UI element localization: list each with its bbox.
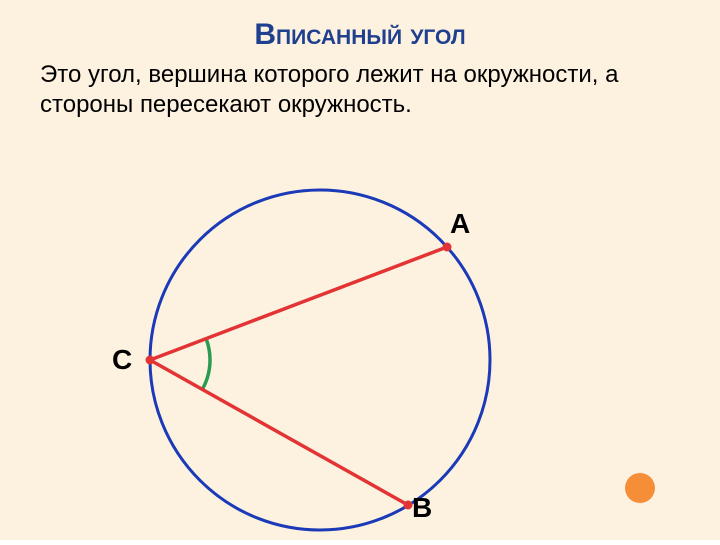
label-c: С (112, 344, 132, 376)
circle (150, 190, 490, 530)
inscribed-angle-svg (0, 0, 720, 540)
label-b: В (412, 492, 432, 524)
point-c (146, 356, 155, 365)
diagram: С А В (0, 0, 720, 540)
slide: Вписанный угол Это угол, вершина которог… (0, 0, 720, 540)
chord-ca (150, 247, 447, 360)
chord-cb (150, 360, 408, 505)
slide-indicator-icon (625, 473, 655, 503)
label-a: А (450, 208, 470, 240)
angle-arc (202, 339, 210, 390)
point-a (443, 243, 452, 252)
